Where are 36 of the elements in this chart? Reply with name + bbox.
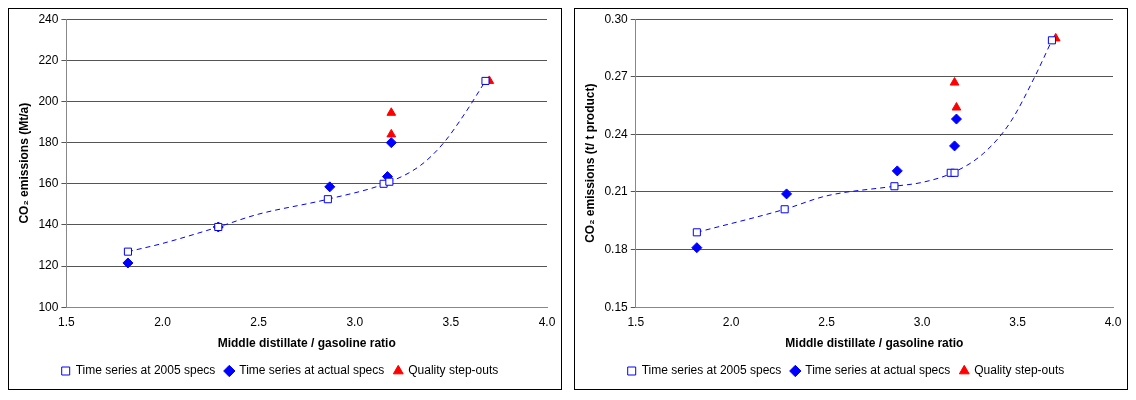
legend-label: Time series at actual specs (805, 363, 951, 378)
y-tick-label: 0.24 (604, 126, 629, 141)
y-tick-label: 100 (38, 299, 59, 314)
x-axis-title: Middle distillate / gasoline ratio (785, 336, 964, 351)
x-tick-label: 2.5 (250, 314, 268, 329)
y-tick-label: 180 (38, 134, 59, 149)
legend-label: Time series at actual specs (239, 363, 385, 378)
x-tick-label: 2.0 (154, 314, 172, 329)
y-tick-label: 140 (38, 217, 59, 232)
y-tick-label: 0.21 (604, 184, 629, 199)
x-tick-label: 1.5 (627, 314, 645, 329)
x-tick-label: 2.0 (722, 314, 740, 329)
x-tick-label: 1.5 (58, 314, 76, 329)
y-tick-label: 240 (38, 11, 59, 26)
y-axis-title: CO₂ emissions (Mt/a) (16, 102, 31, 224)
x-tick-label: 3.5 (1009, 314, 1027, 329)
y-axis-title: CO₂ emissions (t/ t product) (582, 83, 597, 243)
legend-label: Time series at 2005 specs (75, 363, 216, 378)
y-tick-label: 0.18 (604, 241, 629, 256)
y-tick-label: 0.27 (604, 69, 629, 84)
legend-label: Quality step-outs (408, 363, 499, 378)
y-tick-label: 220 (38, 52, 59, 67)
legend-label: Quality step-outs (974, 363, 1065, 378)
x-axis-title: Middle distillate / gasoline ratio (217, 336, 396, 351)
x-tick-label: 3.0 (346, 314, 364, 329)
legend-label: Time series at 2005 specs (641, 363, 782, 378)
x-tick-label: 4.0 (538, 314, 556, 329)
y-tick-label: 120 (38, 258, 59, 273)
x-tick-label: 4.0 (1104, 314, 1122, 329)
x-tick-label: 3.5 (442, 314, 460, 329)
y-tick-label: 0.30 (604, 11, 629, 26)
y-tick-label: 200 (38, 93, 59, 108)
y-tick-label: 0.15 (604, 299, 629, 314)
x-tick-label: 3.0 (913, 314, 931, 329)
x-tick-label: 2.5 (818, 314, 836, 329)
y-tick-label: 160 (38, 176, 59, 191)
